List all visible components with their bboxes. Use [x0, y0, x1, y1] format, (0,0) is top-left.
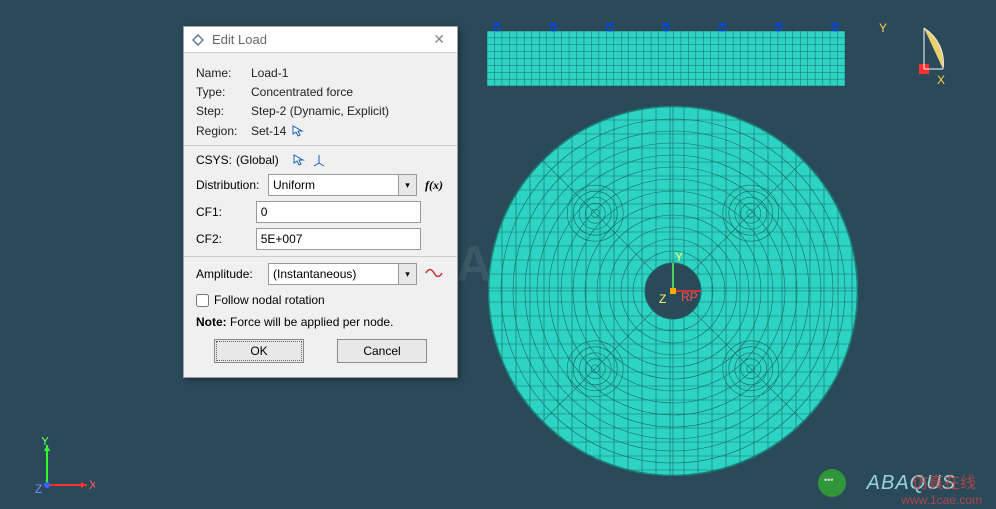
view-triad-top: Y X: [875, 20, 945, 90]
amplitude-select[interactable]: (Instantaneous): [268, 263, 417, 285]
cf2-label: CF2:: [196, 232, 256, 246]
view-triad-bottom: X Y Z: [35, 437, 95, 497]
titlebar[interactable]: Edit Load ✕: [184, 27, 457, 53]
cf1-input[interactable]: [256, 201, 421, 223]
chat-icon: [818, 469, 846, 497]
dialog-title: Edit Load: [212, 32, 427, 47]
rectangular-mesh: [487, 31, 845, 86]
type-label: Type:: [196, 85, 251, 99]
name-label: Name:: [196, 66, 251, 80]
name-value: Load-1: [251, 66, 288, 80]
note-text: Note: Force will be applied per node.: [196, 315, 445, 329]
step-label: Step:: [196, 104, 251, 118]
cancel-button[interactable]: Cancel: [337, 339, 427, 363]
svg-text:Z: Z: [35, 482, 42, 496]
pick-csys-icon[interactable]: [291, 152, 307, 168]
csys-label: CSYS:: [196, 153, 232, 167]
follow-rotation-label: Follow nodal rotation: [214, 293, 325, 307]
follow-rotation-checkbox[interactable]: [196, 294, 209, 307]
app-icon: [190, 32, 206, 48]
circular-mesh: Y Z RP: [488, 106, 858, 476]
svg-text:RP: RP: [681, 290, 698, 304]
csys-value: (Global): [236, 153, 279, 167]
bc-markers: [487, 20, 845, 32]
step-value: Step-2 (Dynamic, Explicit): [251, 104, 389, 118]
svg-text:Y: Y: [675, 250, 683, 264]
svg-text:Z: Z: [659, 292, 666, 306]
svg-text:Y: Y: [41, 437, 49, 448]
amplitude-wave-icon[interactable]: [423, 266, 445, 283]
amplitude-label: Amplitude:: [196, 267, 268, 281]
distribution-select[interactable]: Uniform: [268, 174, 417, 196]
pick-region-icon[interactable]: [290, 123, 306, 139]
brand-cn: 仿真在线: [912, 469, 976, 493]
region-label: Region:: [196, 124, 251, 138]
ok-button[interactable]: OK: [214, 339, 304, 363]
region-value: Set-14: [251, 124, 286, 138]
svg-text:Y: Y: [879, 21, 887, 35]
fx-icon[interactable]: f(x): [423, 178, 445, 193]
edit-load-dialog: Edit Load ✕ Name:Load-1 Type:Concentrate…: [183, 26, 458, 378]
type-value: Concentrated force: [251, 85, 353, 99]
svg-text:X: X: [937, 73, 945, 87]
distribution-label: Distribution:: [196, 178, 268, 192]
url-text: www.1cae.com: [901, 493, 982, 507]
cf2-input[interactable]: [256, 228, 421, 250]
cf1-label: CF1:: [196, 205, 256, 219]
close-icon[interactable]: ✕: [427, 29, 451, 50]
csys-axes-icon[interactable]: [311, 152, 327, 168]
svg-text:X: X: [89, 478, 95, 492]
